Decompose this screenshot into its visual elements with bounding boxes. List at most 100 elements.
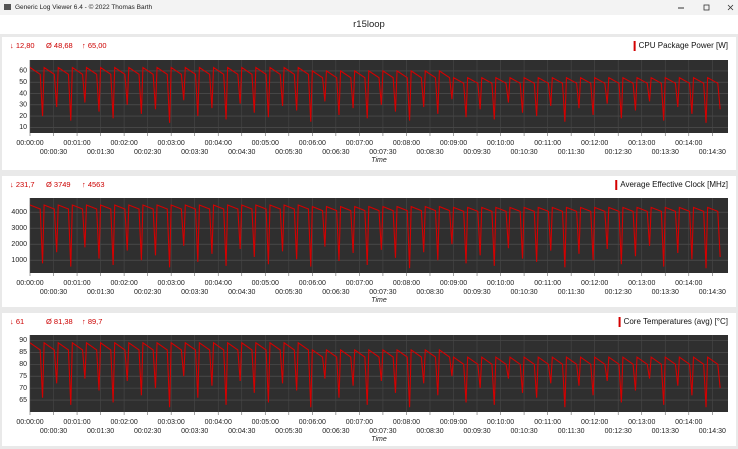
maximize-button[interactable] [703,4,710,11]
legend-swatch [615,180,618,190]
x-tick-label: 00:05:00 [252,140,279,147]
x-tick-label: 00:10:00 [487,280,514,287]
plot-area [30,335,728,412]
x-tick-label: 00:12:00 [581,280,608,287]
y-tick-label: 10 [19,124,27,131]
plot-area [30,60,728,133]
x-tick-label: 00:14:30 [699,149,726,156]
title-bar [0,0,738,15]
y-tick-label: 3000 [11,225,27,232]
x-tick-label: 00:03:30 [181,428,208,435]
x-tick-label: 00:00:30 [40,428,67,435]
x-tick-label: 00:04:30 [228,149,255,156]
x-tick-label: 00:00:00 [16,419,43,426]
x-tick-label: 00:14:30 [699,428,726,435]
x-tick-label: 00:07:00 [346,419,373,426]
x-tick-label: 00:08:00 [393,280,420,287]
x-tick-label: 00:13:00 [628,419,655,426]
x-tick-label: 00:08:30 [416,428,443,435]
x-tick-label: 00:03:00 [158,280,185,287]
close-button[interactable] [727,4,734,11]
x-tick-label: 00:12:30 [605,149,632,156]
series-name: Core Temperatures (avg) [°C] [624,317,728,326]
x-tick-label: 00:03:30 [181,149,208,156]
series-name: Average Effective Clock [MHz] [620,180,728,189]
x-tick-label: 00:09:00 [440,280,467,287]
x-tick-label: 00:03:00 [158,419,185,426]
x-tick-label: 00:14:00 [675,280,702,287]
x-tick-label: 00:09:30 [463,428,490,435]
stat-value: ↓ 61 [10,317,24,326]
x-tick-label: 00:06:00 [299,419,326,426]
x-tick-label: 00:11:30 [558,289,585,296]
x-tick-label: 00:13:30 [652,289,679,296]
x-tick-label: 00:11:00 [534,280,561,287]
x-axis-label: Time [371,297,387,304]
x-tick-label: 00:03:00 [158,140,185,147]
x-tick-label: 00:08:30 [416,149,443,156]
x-axis-label: Time [371,157,387,164]
y-tick-label: 85 [19,349,27,356]
x-tick-label: 00:07:30 [369,149,396,156]
y-tick-label: 60 [19,68,27,75]
x-tick-label: 00:01:00 [63,140,90,147]
x-tick-label: 00:06:30 [322,289,349,296]
x-tick-label: 00:10:30 [510,289,537,296]
stat-value: ↑ 89,7 [82,317,102,326]
y-tick-label: 4000 [11,209,27,216]
x-tick-label: 00:02:00 [110,280,137,287]
stat-value: ↓ 231,7 [10,180,35,189]
legend-swatch [618,317,621,327]
x-tick-label: 00:14:30 [699,289,726,296]
y-tick-label: 40 [19,90,27,97]
x-tick-label: 00:10:00 [487,419,514,426]
x-tick-label: 00:13:00 [628,280,655,287]
x-tick-label: 00:05:30 [275,289,302,296]
x-tick-label: 00:11:30 [558,149,585,156]
stat-value: Ø 48,68 [46,41,73,50]
stat-value: ↓ 12,80 [10,41,35,50]
y-tick-label: 90 [19,337,27,344]
x-tick-label: 00:08:00 [393,419,420,426]
x-tick-label: 00:01:00 [63,280,90,287]
x-tick-label: 00:10:30 [510,149,537,156]
x-tick-label: 00:11:00 [534,140,561,147]
x-tick-label: 00:06:30 [322,428,349,435]
x-tick-label: 00:00:00 [16,280,43,287]
y-tick-label: 70 [19,385,27,392]
x-tick-label: 00:01:30 [87,149,114,156]
y-tick-label: 80 [19,361,27,368]
x-tick-label: 00:07:30 [369,289,396,296]
y-tick-label: 2000 [11,241,27,248]
x-tick-label: 00:13:00 [628,140,655,147]
y-tick-label: 50 [19,79,27,86]
x-tick-label: 00:02:30 [134,149,161,156]
y-tick-label: 75 [19,373,27,380]
stat-value: ↑ 4563 [82,180,105,189]
y-tick-label: 30 [19,102,27,109]
x-tick-label: 00:14:00 [675,419,702,426]
x-tick-label: 00:05:30 [275,149,302,156]
x-tick-label: 00:06:00 [299,280,326,287]
x-axis-label: Time [371,436,387,443]
x-tick-label: 00:04:30 [228,428,255,435]
series-name: CPU Package Power [W] [639,41,728,50]
x-tick-label: 00:06:30 [322,149,349,156]
x-tick-label: 00:09:30 [463,289,490,296]
window-title: Generic Log Viewer 6.4 - © 2022 Thomas B… [15,3,153,11]
x-tick-label: 00:05:30 [275,428,302,435]
x-tick-label: 00:12:30 [605,289,632,296]
x-tick-label: 00:00:30 [40,289,67,296]
x-tick-label: 00:13:30 [652,149,679,156]
y-tick-label: 65 [19,397,27,404]
x-tick-label: 00:02:30 [134,289,161,296]
x-tick-label: 00:06:00 [299,140,326,147]
x-tick-label: 00:05:00 [252,280,279,287]
legend-swatch [633,41,636,51]
x-tick-label: 00:01:30 [87,428,114,435]
x-tick-label: 00:02:00 [110,140,137,147]
x-tick-label: 00:09:00 [440,140,467,147]
x-tick-label: 00:04:00 [205,280,232,287]
x-tick-label: 00:00:00 [16,140,43,147]
